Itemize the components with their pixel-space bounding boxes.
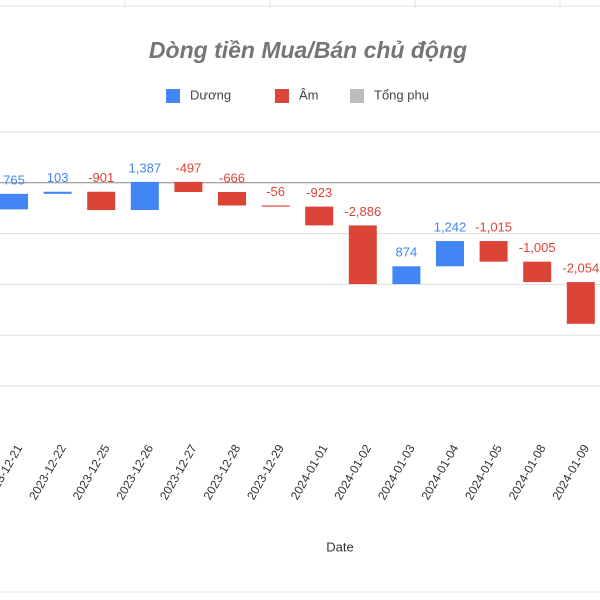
- bar: [261, 205, 290, 207]
- x-tick-label: 2023-12-21: [0, 442, 26, 502]
- data-label: -666: [219, 170, 245, 185]
- bar: [479, 241, 508, 262]
- bar: [43, 191, 72, 194]
- data-label: 1,242: [434, 219, 467, 234]
- bar: [392, 266, 421, 285]
- x-tick-label: 2024-01-09: [549, 442, 592, 502]
- x-tick-label: 2023-12-25: [70, 442, 113, 502]
- data-label: 874: [396, 245, 418, 260]
- x-tick-label: 2023-12-28: [201, 442, 244, 502]
- data-label: -1,005: [519, 240, 556, 255]
- data-label: -923: [306, 185, 332, 200]
- x-tick-label: 2024-01-04: [419, 442, 462, 502]
- x-tick-label: 2024-01-03: [375, 442, 418, 502]
- x-axis-label: Date: [326, 539, 353, 554]
- legend-label: Âm: [299, 87, 319, 102]
- bar: [566, 282, 595, 324]
- bar: [348, 225, 377, 285]
- legend-label: Dương: [190, 87, 231, 102]
- legend-swatch: [166, 89, 180, 103]
- legend-swatch: [275, 89, 289, 103]
- data-label: -1,015: [475, 219, 512, 234]
- legend-swatch: [350, 89, 364, 103]
- bar: [523, 261, 552, 283]
- bar: [218, 191, 246, 206]
- bar: [130, 181, 159, 211]
- x-tick-label: 2024-01-01: [288, 442, 331, 502]
- data-label: 103: [47, 170, 69, 185]
- x-tick-label: 2023-12-29: [244, 442, 287, 502]
- bar: [0, 193, 28, 210]
- data-label: -497: [175, 160, 201, 175]
- x-tick-label: 2023-12-27: [157, 442, 200, 502]
- x-tick-label: 2024-01-02: [331, 442, 374, 502]
- legend-label: Tổng phụ: [374, 87, 429, 102]
- data-label: 765: [3, 172, 25, 187]
- data-label: 1,387: [129, 160, 162, 175]
- chart-title: Dòng tiền Mua/Bán chủ động: [149, 37, 467, 63]
- data-label: -2,054: [562, 261, 599, 276]
- x-tick-label: 2023-12-26: [113, 442, 156, 502]
- x-tick-label: 2024-01-08: [506, 442, 549, 502]
- data-label: -56: [266, 184, 285, 199]
- bar: [436, 241, 464, 267]
- x-tick-label: 2023-12-22: [26, 442, 69, 502]
- bar: [305, 206, 334, 226]
- x-tick-label: 2024-01-05: [462, 442, 505, 502]
- data-label: -2,886: [344, 204, 381, 219]
- data-label: -901: [88, 170, 114, 185]
- bar: [174, 181, 203, 192]
- bar: [87, 191, 116, 211]
